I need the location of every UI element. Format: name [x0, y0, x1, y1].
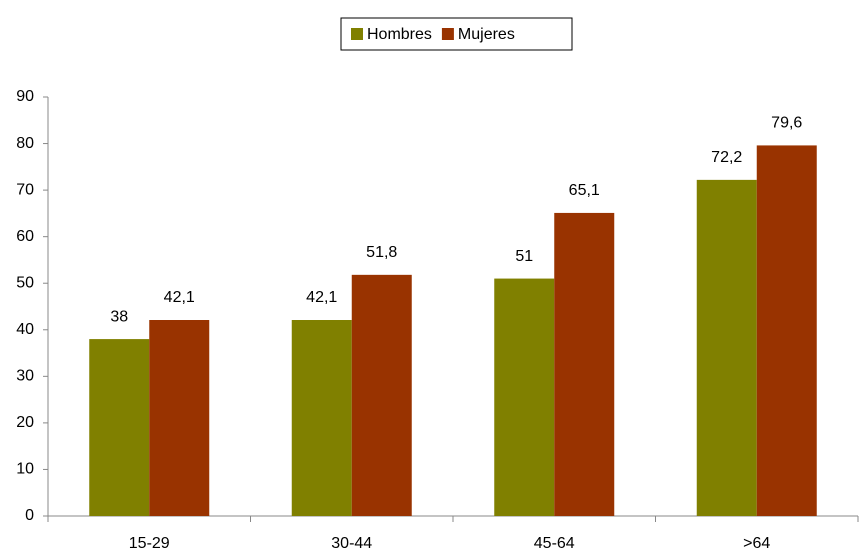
data-label: 38 — [110, 308, 128, 325]
y-tick-label: 20 — [16, 414, 34, 431]
data-label: 51 — [515, 248, 533, 265]
bar — [696, 179, 757, 516]
data-label: 72,2 — [711, 149, 742, 166]
legend-label: Mujeres — [458, 26, 515, 43]
data-label: 42,1 — [164, 289, 195, 306]
x-tick-label: >64 — [743, 535, 770, 552]
data-label: 79,6 — [771, 115, 802, 132]
y-tick-label: 30 — [16, 368, 34, 385]
bar — [89, 339, 150, 516]
data-label: 51,8 — [366, 244, 397, 261]
y-tick-label: 40 — [16, 321, 34, 338]
legend-swatch — [441, 28, 454, 40]
legend-swatch — [351, 28, 363, 40]
y-tick-label: 10 — [16, 461, 34, 478]
y-tick-label: 0 — [25, 507, 34, 524]
bar — [351, 274, 412, 516]
y-tick-label: 50 — [16, 274, 34, 291]
bar — [756, 145, 817, 516]
data-label: 65,1 — [569, 182, 600, 199]
bar — [291, 320, 352, 516]
x-tick-label: 30-44 — [331, 535, 372, 552]
legend-label: Hombres — [367, 26, 432, 43]
bar — [149, 320, 210, 516]
x-tick-label: 45-64 — [534, 535, 575, 552]
data-label: 42,1 — [306, 289, 337, 306]
y-tick-label: 90 — [16, 88, 34, 105]
x-tick-label: 15-29 — [129, 535, 170, 552]
y-tick-label: 80 — [16, 135, 34, 152]
y-tick-label: 60 — [16, 228, 34, 245]
bar — [554, 212, 615, 516]
legend-box — [340, 17, 573, 51]
bar — [494, 278, 555, 516]
y-tick-label: 70 — [16, 181, 34, 198]
